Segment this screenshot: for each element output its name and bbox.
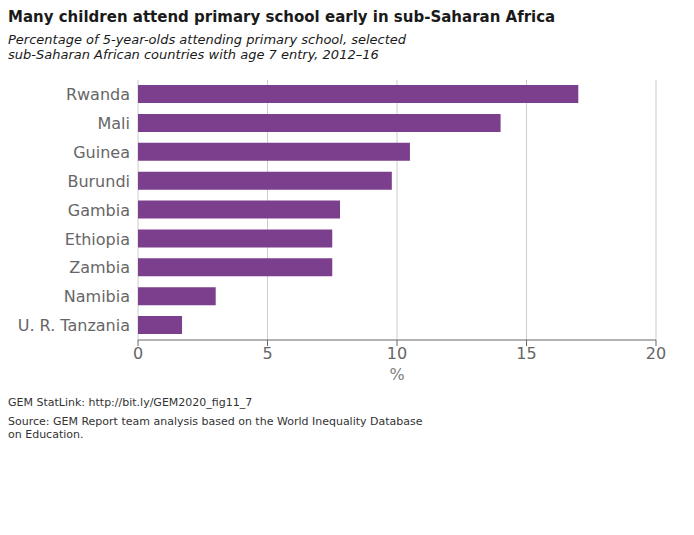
svg-text:20: 20 (646, 344, 666, 363)
svg-text:%: % (389, 365, 404, 384)
svg-text:U. R. Tanzania: U. R. Tanzania (18, 316, 130, 335)
svg-text:Mali: Mali (98, 114, 131, 133)
html-text:GEM StatLink: http://bit.ly/GE: GEM StatLink: http://bit.ly/GEM2020_fig1… (8, 396, 253, 409)
svg-text:Rwanda: Rwanda (66, 85, 130, 104)
svg-text:Ethiopia: Ethiopia (65, 230, 130, 249)
html-text:Percentage of 5-year-olds atte: Percentage of 5-year-olds attending prim… (8, 32, 407, 62)
svg-text:0: 0 (133, 344, 143, 363)
html-text:Source: GEM Report team analys: Source: GEM Report team analysis based o… (8, 415, 423, 441)
svg-text:Guinea: Guinea (73, 143, 130, 162)
svg-text:5: 5 (262, 344, 272, 363)
svg-text:Burundi: Burundi (67, 172, 130, 191)
html-text:Many children attend primary s: Many children attend primary school earl… (8, 8, 556, 26)
svg-text:Gambia: Gambia (68, 201, 130, 220)
svg-text:10: 10 (387, 344, 407, 363)
svg-text:15: 15 (516, 344, 536, 363)
svg-text:Zambia: Zambia (69, 258, 130, 277)
svg-text:Namibia: Namibia (64, 287, 130, 306)
